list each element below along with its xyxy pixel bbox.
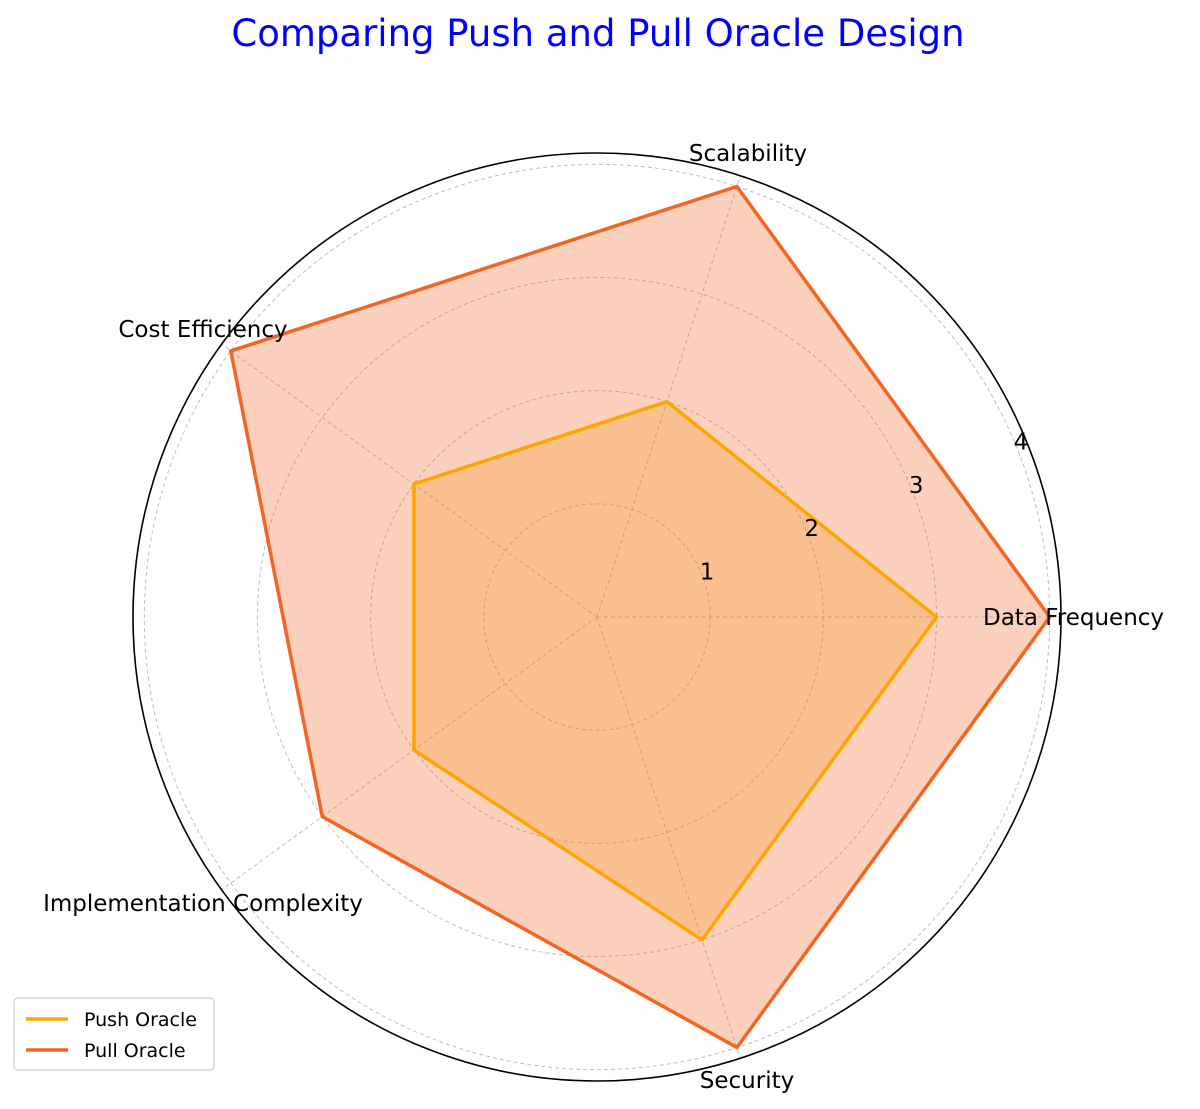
series-line-2 [228, 184, 1052, 1050]
category-label: Cost Efficiency [118, 317, 287, 343]
radial-tick-label: 1 [700, 559, 715, 585]
spoke-line [596, 616, 741, 1059]
spoke-line [221, 343, 598, 618]
series-area-2 [230, 186, 1050, 1048]
category-label: Security [700, 1068, 794, 1094]
radar-grid [132, 152, 1062, 1082]
radial-tick-label: 2 [804, 516, 819, 542]
legend-box [13, 997, 215, 1071]
legend-entry-label: Pull Oracle [84, 1040, 186, 1062]
series-line-1 [412, 399, 939, 943]
radar-series [228, 184, 1052, 1050]
radial-tick-label: 3 [909, 473, 924, 499]
radial-tick-label: 4 [1013, 429, 1028, 455]
spoke-line [221, 616, 598, 891]
legend: Push Oracle Pull Oracle [13, 997, 215, 1071]
radial-tick-labels: 1 2 3 4 [700, 429, 1028, 585]
outer-frame [132, 152, 1062, 1082]
legend-entry-label: Push Oracle [84, 1009, 197, 1031]
spoke-line [596, 175, 741, 618]
series-area-1 [413, 401, 937, 940]
category-label: Scalability [689, 141, 807, 167]
category-labels: Data Frequency Scalability Cost Efficiency… [43, 141, 1164, 1094]
chart-title: Comparing Push and Pull Oracle Design [231, 12, 964, 55]
category-label: Data Frequency [983, 605, 1164, 631]
category-label: Implementation Complexity [43, 891, 363, 917]
